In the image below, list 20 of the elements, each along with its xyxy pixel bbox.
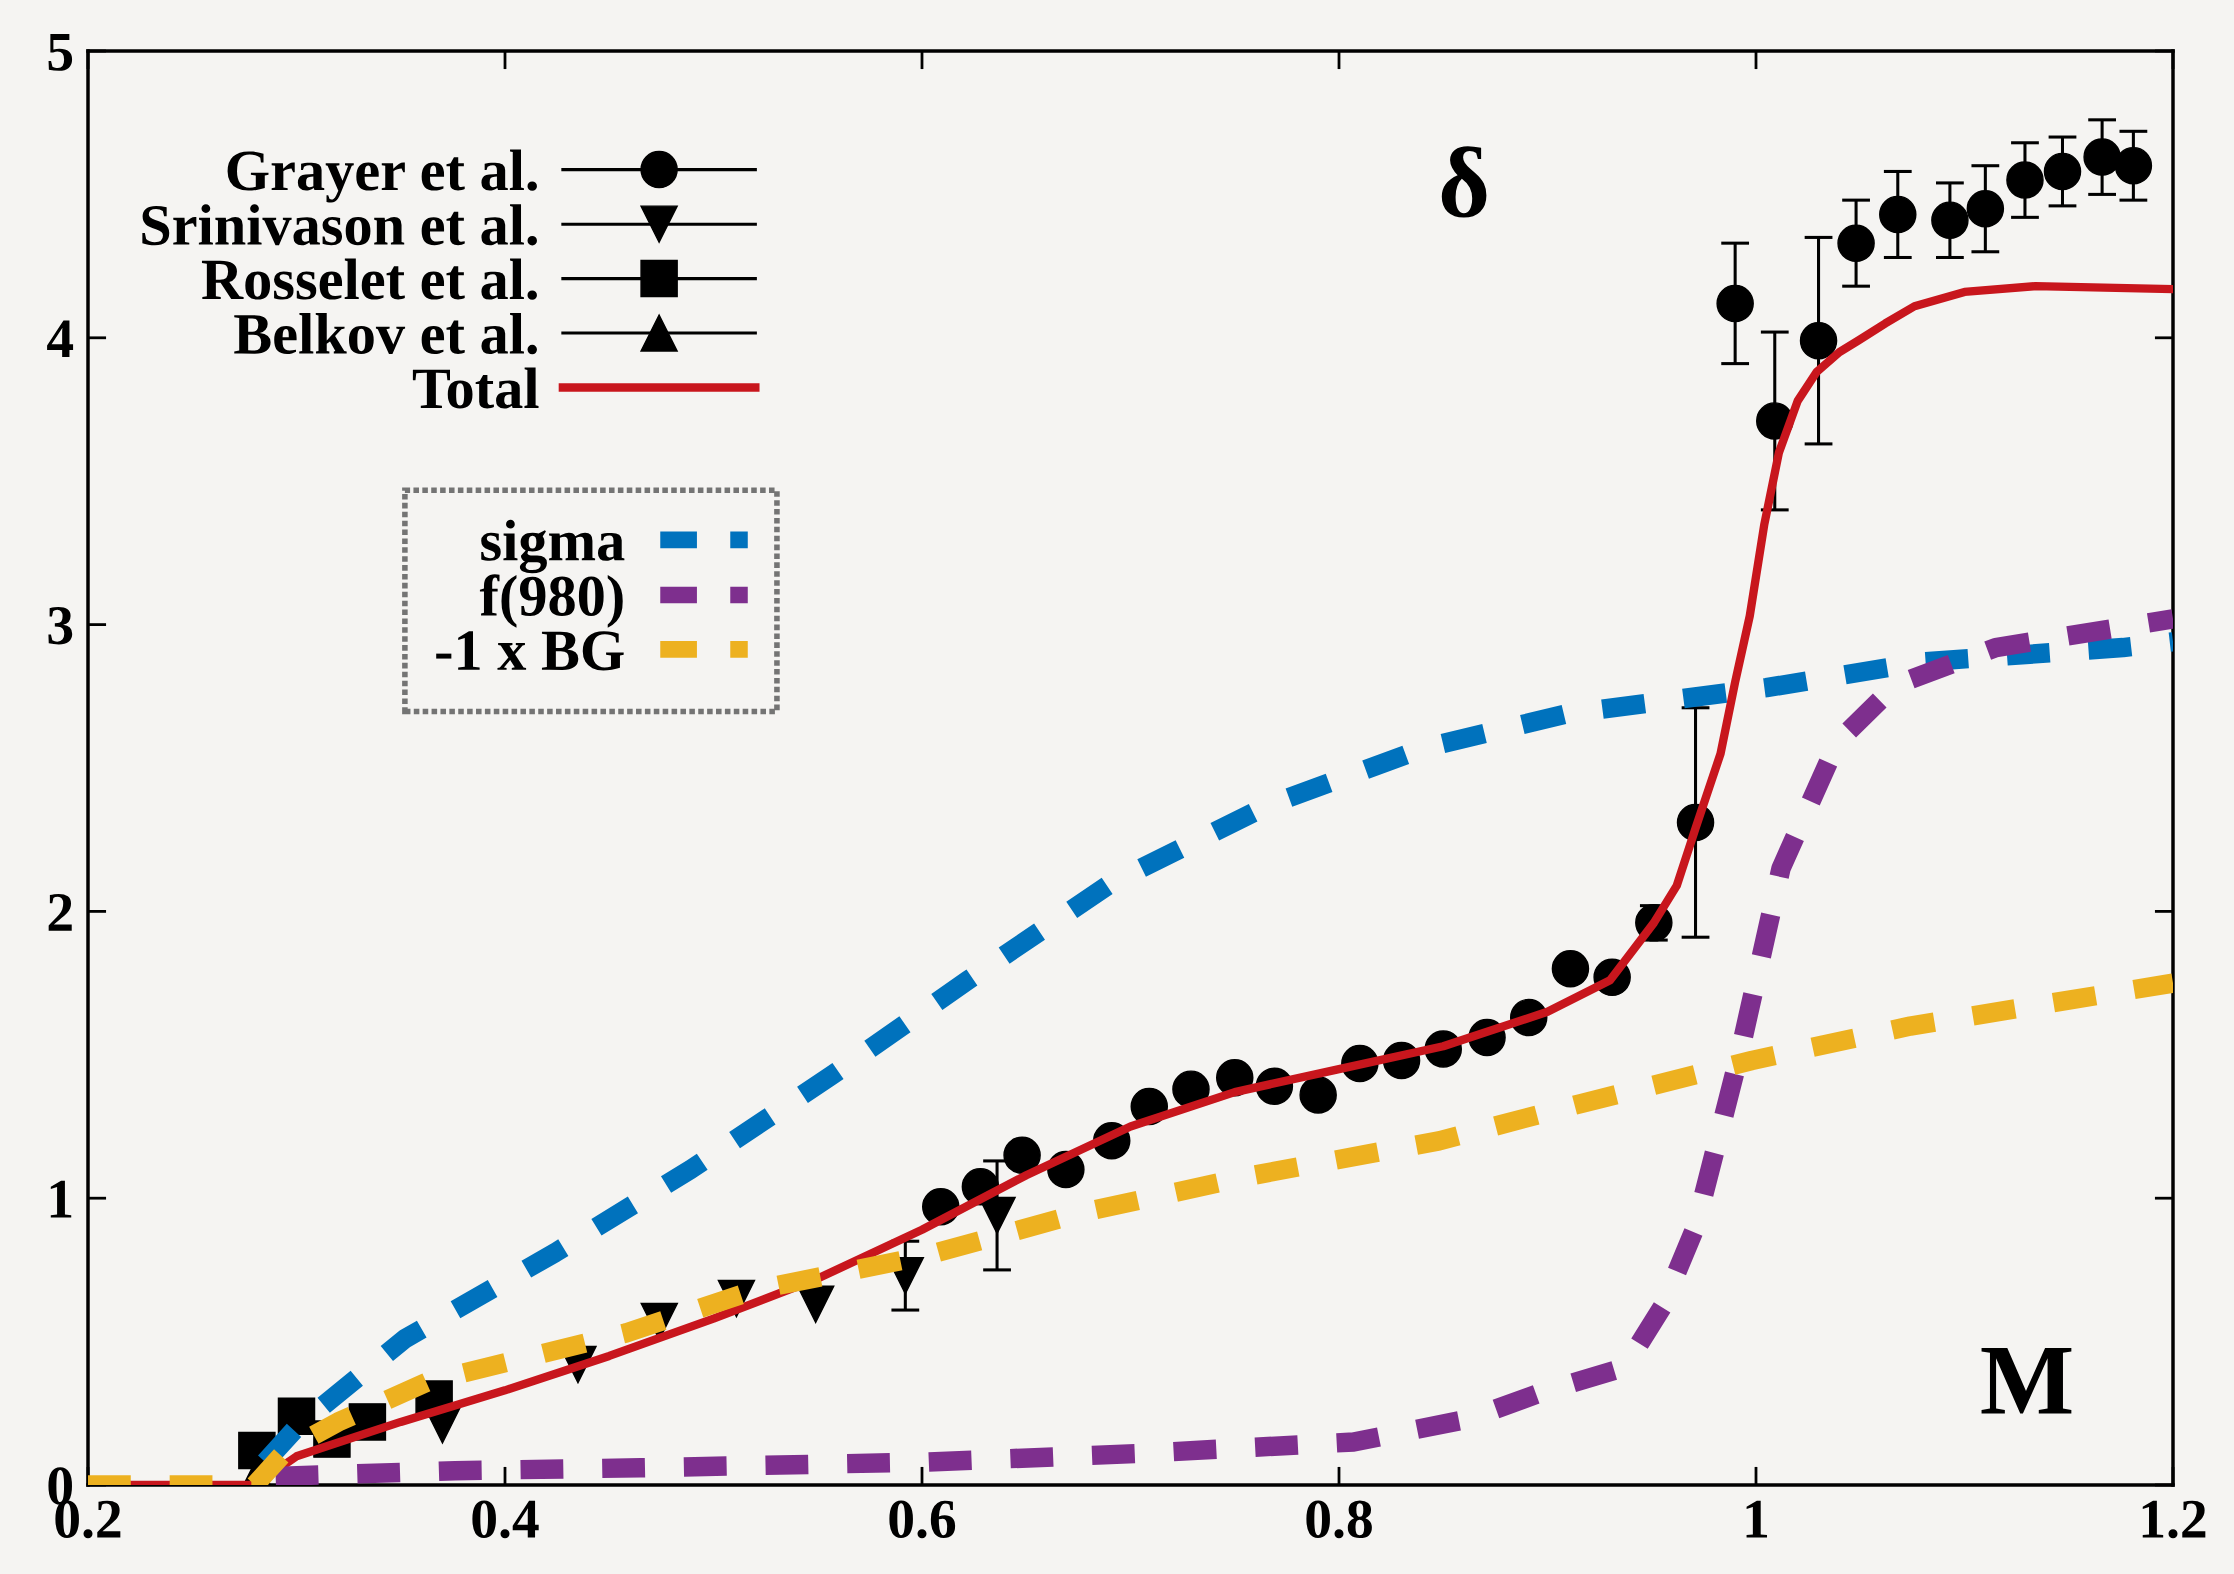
y-tick-label: 2 [48, 893, 72, 931]
x-tick-label: 0.6 [889, 1500, 956, 1539]
legend-label: Total [412, 367, 539, 409]
legend-label: Srinivason et al. [142, 204, 537, 246]
legend-label: f(980) [479, 574, 623, 628]
x-tick-label: 1.2 [2142, 1500, 2206, 1539]
y-tick-label: 5 [48, 33, 73, 71]
y-tick-label: 3 [48, 607, 73, 645]
legend-label: Belkov et al. [234, 312, 537, 355]
legend-label: -1 x BG [436, 631, 624, 671]
legend-label: Rosselet et al. [201, 258, 537, 300]
x-tick-label: 1 [1746, 1500, 1768, 1538]
x-axis-title: M [1981, 1348, 2072, 1414]
x-tick-label: 0.8 [1306, 1500, 1372, 1539]
y-tick-label: 1 [50, 1180, 72, 1218]
y-axis-title: δ [1441, 146, 1487, 218]
legend-label: Grayer et al. [227, 149, 537, 203]
legend-label: sigma [481, 519, 625, 574]
x-tick-label: 0.4 [472, 1500, 539, 1539]
y-tick-label: 4 [47, 320, 74, 358]
